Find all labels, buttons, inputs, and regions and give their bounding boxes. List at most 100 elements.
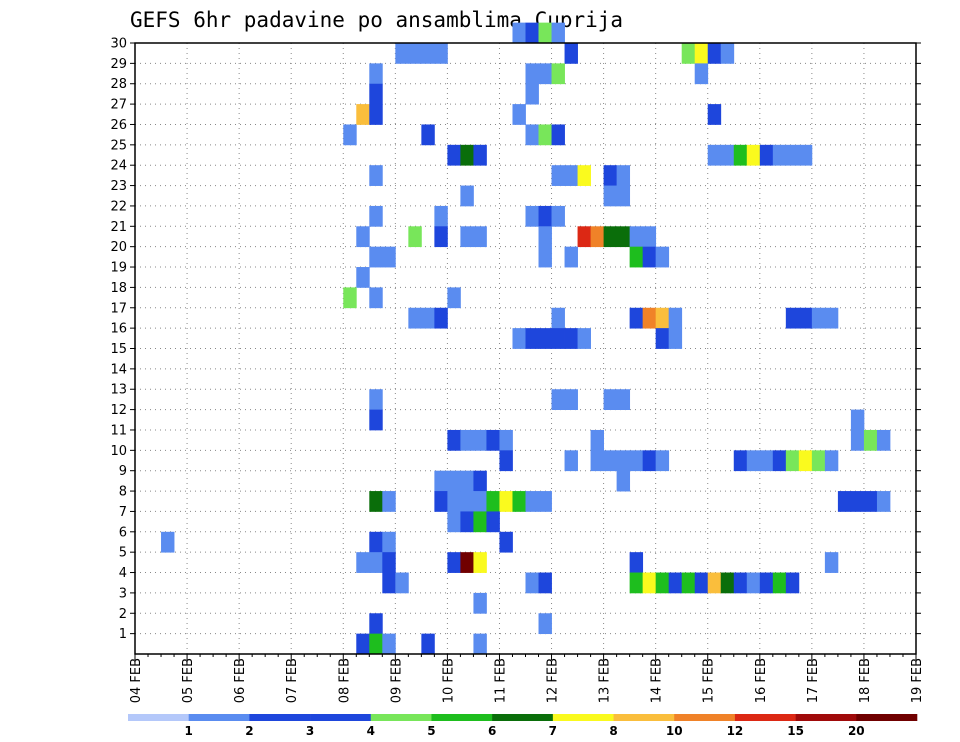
heatmap-cell: [577, 328, 591, 349]
heatmap-cell: [460, 470, 474, 492]
y-tick-label: 22: [110, 199, 127, 214]
heatmap-cell: [395, 43, 409, 64]
y-tick-label: 20: [110, 240, 127, 255]
heatmap-cell: [759, 572, 774, 594]
y-tick-label: 23: [110, 179, 127, 194]
colorbar-segment: [310, 714, 372, 721]
heatmap-cell: [447, 287, 461, 309]
heatmap-cell: [421, 124, 435, 146]
heatmap-cell: [369, 389, 383, 410]
heatmap-cell: [655, 450, 670, 472]
heatmap-cell: [733, 144, 748, 166]
heatmap-cell: [642, 226, 657, 248]
heatmap-cell: [460, 226, 474, 248]
heatmap-cell: [694, 43, 709, 64]
heatmap-cell: [824, 307, 839, 329]
heatmap-cell: [785, 572, 800, 594]
heatmap-cell: [772, 144, 787, 166]
heatmap-cell: [382, 552, 396, 573]
colorbar-segment: [188, 714, 250, 721]
x-tick-label: 11 FEB: [493, 658, 508, 703]
y-tick-label: 2: [119, 607, 127, 622]
heatmap-cell: [603, 165, 618, 186]
heatmap-cell: [850, 491, 865, 512]
heatmap-cell: [408, 307, 422, 329]
y-tick-label: 26: [110, 118, 127, 133]
heatmap-cell: [655, 246, 670, 268]
heatmap-cell: [434, 226, 448, 248]
heatmap-cell: [473, 552, 487, 573]
heatmap-cell: [369, 246, 383, 268]
heatmap-cell: [707, 43, 722, 64]
heatmap-cell: [473, 491, 487, 512]
heatmap-cell: [746, 144, 761, 166]
heatmap-cell: [473, 633, 487, 655]
heatmap-cell: [369, 491, 383, 512]
heatmap-cell: [603, 450, 618, 472]
heatmap-cell: [473, 429, 487, 451]
y-tick-label: 28: [110, 77, 127, 92]
heatmap-cell: [551, 63, 565, 85]
heatmap-cell: [707, 104, 722, 125]
heatmap-cell: [551, 328, 565, 349]
heatmap-cell: [486, 491, 500, 512]
heatmap-cell: [538, 572, 552, 594]
heatmap-cell: [473, 470, 487, 492]
x-tick-label: 15 FEB: [702, 658, 717, 703]
colorbar-label: 6: [488, 724, 496, 738]
heatmap-cell: [772, 572, 787, 594]
heatmap-cell: [538, 613, 552, 635]
heatmap-cell: [447, 470, 461, 492]
colorbar-segment: [492, 714, 554, 721]
heatmap-cell: [382, 531, 396, 553]
heatmap-cell: [824, 450, 839, 472]
heatmap-cell: [434, 43, 448, 64]
colorbar-label: 4: [367, 724, 375, 738]
heatmap-cell: [356, 633, 370, 655]
y-tick-label: 13: [110, 383, 127, 398]
heatmap-cell: [382, 246, 396, 268]
heatmap-cell: [629, 572, 644, 594]
heatmap-cell: [720, 43, 735, 64]
heatmap-cell: [538, 246, 552, 268]
y-tick-label: 7: [119, 505, 127, 520]
heatmap-cell: [538, 63, 552, 85]
heatmap-cell: [369, 165, 383, 186]
heatmap-cell: [785, 450, 800, 472]
heatmap-cell: [369, 83, 383, 105]
x-tick-label: 08 FEB: [337, 658, 352, 703]
y-tick-label: 14: [110, 362, 127, 377]
heatmap-cell: [681, 572, 696, 594]
heatmap-cell: [668, 328, 683, 349]
heatmap-cell: [395, 572, 409, 594]
heatmap-cell: [551, 22, 565, 44]
y-tick-label: 30: [110, 37, 127, 52]
heatmap-cell: [382, 491, 396, 512]
colorbar-segment: [552, 714, 614, 721]
heatmap-cell: [369, 552, 383, 573]
heatmap-cell: [564, 165, 578, 186]
heatmap-cell: [564, 43, 578, 64]
heatmap-cell: [577, 165, 591, 186]
y-tick-label: 11: [110, 423, 127, 438]
heatmap-cell: [668, 307, 683, 329]
heatmap-cell: [434, 307, 448, 329]
heatmap-cell: [811, 450, 826, 472]
heatmap-cell: [343, 124, 357, 146]
colorbar-label: 5: [427, 724, 435, 738]
y-tick-label: 21: [110, 220, 127, 235]
colorbar-label: 8: [609, 724, 617, 738]
heatmap-cell: [356, 552, 370, 573]
heatmap-cell: [421, 307, 435, 329]
heatmap-cell: [499, 531, 513, 553]
heatmap-cell: [460, 491, 474, 512]
y-tick-label: 19: [110, 261, 127, 276]
heatmap-cell: [369, 613, 383, 635]
heatmap-cell: [408, 226, 422, 248]
heatmap-cell: [460, 552, 474, 573]
colorbar-segment: [674, 714, 736, 721]
colorbar-segment: [856, 714, 918, 721]
y-tick-label: 9: [119, 464, 127, 479]
colorbar-segment: [370, 714, 432, 721]
heatmap-cell: [447, 511, 461, 533]
